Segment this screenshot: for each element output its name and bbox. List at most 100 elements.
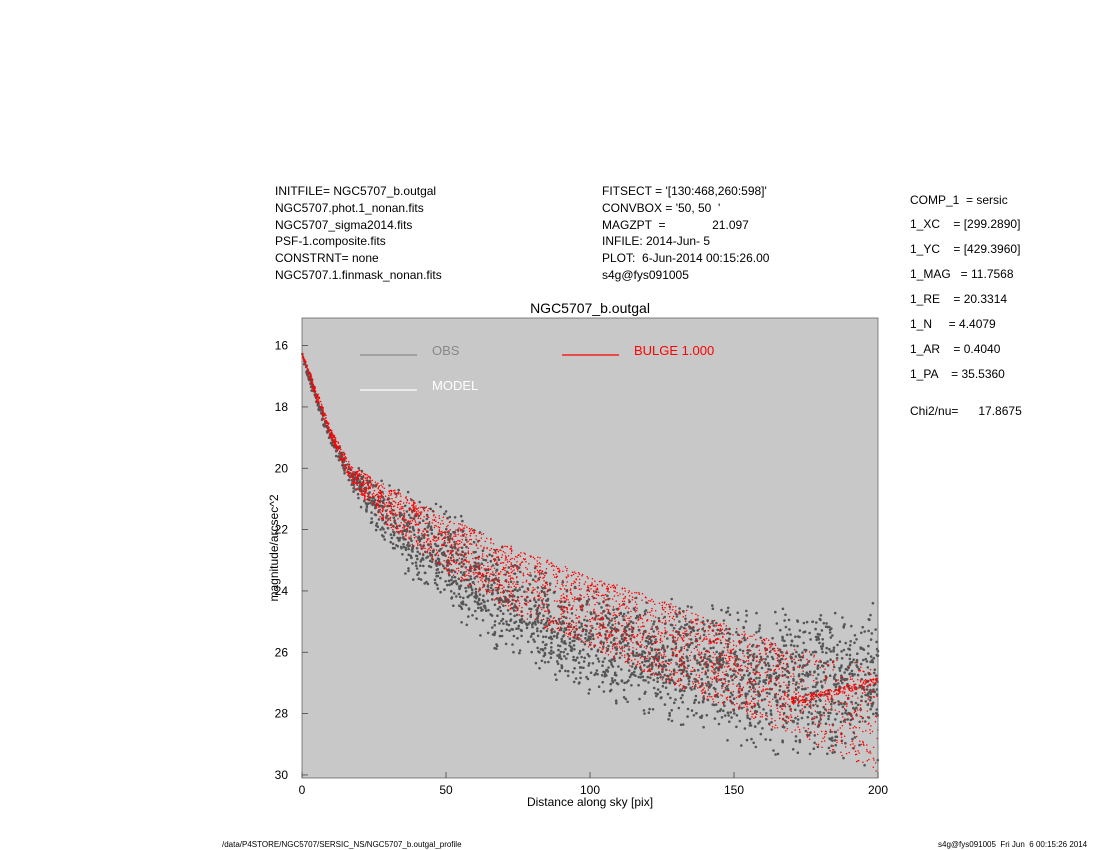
obs-point: [817, 638, 821, 641]
bulge-point: [717, 628, 720, 631]
bulge-point: [866, 750, 868, 753]
obs-point: [543, 661, 547, 664]
obs-point: [694, 680, 697, 683]
obs-point: [869, 613, 872, 617]
bulge-point: [730, 655, 732, 658]
bulge-point: [546, 560, 548, 562]
bulge-point: [511, 577, 513, 579]
bulge-point: [622, 598, 625, 600]
bulge-point: [377, 500, 380, 503]
obs-point: [731, 693, 734, 697]
obs-point: [798, 738, 802, 742]
obs-point: [580, 640, 583, 643]
bulge-point: [447, 533, 449, 536]
obs-point: [661, 656, 665, 660]
bulge-point: [624, 619, 626, 622]
bulge-point: [631, 596, 634, 598]
bulge-point: [843, 735, 846, 737]
bulge-point: [506, 597, 508, 600]
bulge-point: [647, 635, 649, 637]
bulge-point: [675, 682, 677, 685]
bulge-point: [665, 680, 667, 682]
obs-point: [655, 694, 658, 698]
bulge-point: [362, 493, 364, 495]
bulge-point: [627, 657, 630, 659]
bulge-point: [613, 590, 615, 592]
bulge-point: [647, 602, 649, 604]
obs-point: [840, 664, 843, 667]
bulge-point: [573, 580, 576, 583]
obs-point: [462, 571, 466, 574]
bulge-point: [392, 525, 395, 527]
bulge-point: [762, 638, 765, 641]
obs-point: [400, 545, 403, 549]
obs-point: [732, 697, 736, 700]
obs-point: [459, 571, 463, 574]
obs-point: [721, 650, 724, 654]
bulge-point: [746, 646, 749, 648]
obs-point: [461, 519, 464, 523]
obs-point: [543, 594, 547, 598]
bulge-point: [404, 518, 406, 520]
bulge-point: [844, 688, 846, 690]
bulge-point: [842, 716, 844, 718]
bulge-point: [824, 733, 826, 736]
bulge-point: [721, 678, 723, 680]
bulge-point: [377, 493, 379, 496]
bulge-point: [582, 641, 585, 643]
obs-point: [819, 699, 822, 702]
bulge-point: [719, 624, 721, 627]
obs-point: [317, 403, 320, 407]
bulge-point: [613, 655, 616, 657]
obs-point: [702, 696, 705, 699]
bulge-point: [870, 725, 872, 727]
obs-point: [589, 635, 592, 639]
bulge-point: [453, 522, 455, 525]
obs-point: [483, 604, 486, 607]
obs-point: [834, 718, 837, 721]
obs-point: [464, 538, 468, 542]
bulge-point: [616, 645, 618, 647]
bulge-point: [499, 596, 502, 599]
header-left-line: CONSTRNT= none: [275, 251, 379, 266]
bulge-point: [840, 736, 843, 739]
bulge-point: [372, 486, 374, 489]
obs-point: [630, 665, 634, 668]
bulge-point: [606, 585, 609, 588]
obs-point: [440, 570, 444, 574]
bulge-point: [552, 569, 555, 572]
obs-point: [472, 581, 475, 584]
bulge-point: [870, 680, 873, 683]
bulge-point: [842, 688, 845, 690]
obs-point: [778, 689, 781, 692]
bulge-point: [578, 597, 580, 599]
bulge-point: [716, 667, 719, 670]
obs-point: [753, 725, 757, 728]
bulge-point: [527, 601, 529, 604]
bulge-point: [458, 562, 461, 564]
bulge-point: [760, 659, 763, 661]
bulge-point: [632, 642, 634, 644]
obs-point: [609, 682, 613, 686]
obs-point: [607, 644, 610, 648]
bulge-point: [534, 588, 536, 591]
bulge-point: [437, 533, 439, 536]
bulge-point: [743, 706, 745, 709]
obs-point: [780, 651, 784, 654]
bulge-point: [536, 560, 538, 562]
bulge-point: [635, 592, 638, 594]
bulge-point: [731, 657, 734, 659]
bulge-point: [722, 671, 724, 674]
obs-point: [618, 656, 622, 660]
bulge-point: [456, 542, 458, 545]
obs-point: [824, 722, 828, 725]
bulge-point: [467, 547, 470, 550]
bulge-point: [738, 634, 741, 636]
bulge-point: [770, 645, 772, 648]
bulge-point: [678, 610, 681, 613]
obs-point: [788, 705, 791, 708]
obs-point: [711, 607, 715, 610]
obs-point: [443, 512, 446, 516]
obs-point: [542, 654, 546, 658]
bulge-point: [648, 663, 651, 665]
